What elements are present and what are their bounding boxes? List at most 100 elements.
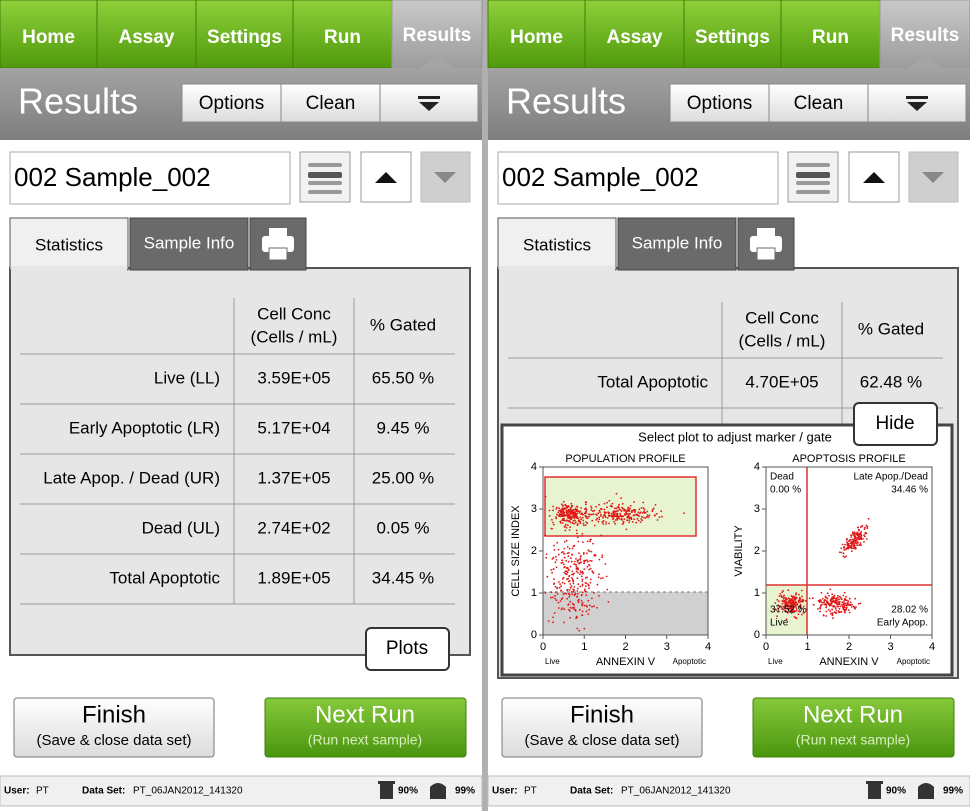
nav-tab-label[interactable]: Run bbox=[812, 27, 849, 48]
next-run-label[interactable]: Next Run bbox=[315, 701, 415, 728]
next-run-sub[interactable]: (Run next sample) bbox=[796, 732, 910, 748]
nav-tab-label[interactable]: Results bbox=[403, 25, 472, 46]
x-tick-label: 4 bbox=[705, 641, 711, 653]
event-dot bbox=[781, 602, 784, 605]
screen: Home Assay Settings Run Results Results Option… bbox=[0, 0, 483, 811]
event-dot bbox=[620, 518, 623, 520]
next-run-button[interactable] bbox=[752, 697, 955, 758]
tab-label[interactable]: Sample Info bbox=[632, 233, 723, 252]
event-dot bbox=[545, 556, 548, 559]
tab-active[interactable] bbox=[497, 217, 617, 271]
event-dot bbox=[596, 606, 598, 609]
nav-tab-label[interactable]: Home bbox=[22, 27, 75, 48]
toggle-button-label[interactable]: Hide bbox=[875, 413, 914, 434]
event-dot bbox=[572, 545, 575, 548]
next-run-sub[interactable]: (Run next sample) bbox=[308, 732, 422, 748]
event-dot bbox=[783, 600, 786, 602]
event-dot bbox=[790, 609, 792, 612]
tab-label[interactable]: Sample Info bbox=[144, 233, 235, 252]
event-dot bbox=[843, 591, 846, 594]
toggle-button[interactable] bbox=[365, 627, 450, 671]
tab-active[interactable] bbox=[9, 217, 129, 271]
event-dot bbox=[797, 613, 800, 616]
event-dot bbox=[562, 511, 564, 514]
toolbar-button[interactable] bbox=[669, 83, 770, 123]
toggle-button[interactable] bbox=[853, 402, 938, 446]
sample-field[interactable] bbox=[9, 151, 291, 205]
event-dot bbox=[574, 513, 577, 516]
nav-tab[interactable]: Run bbox=[780, 0, 881, 69]
finish-button[interactable] bbox=[13, 697, 215, 758]
tab[interactable] bbox=[617, 217, 737, 271]
toolbar-button-label[interactable]: Options bbox=[199, 93, 264, 114]
plot[interactable]: POPULATION PROFILE 0 1 2 3 4 0 1 2 3 4 CELL SIZE IN… bbox=[510, 453, 711, 668]
event-dot bbox=[577, 517, 579, 520]
finish-sub[interactable]: (Save & close data set) bbox=[524, 732, 679, 749]
nav-tab[interactable]: Settings bbox=[195, 0, 294, 69]
toolbar-button-label[interactable]: Options bbox=[687, 93, 752, 114]
nav-tab[interactable]: Assay bbox=[96, 0, 197, 69]
plot[interactable]: Dead 0.00 % Late Apop./Dead 34.46 % 37.52 % L… bbox=[733, 453, 935, 668]
next-run-label[interactable]: Next Run bbox=[803, 701, 903, 728]
event-dot bbox=[626, 519, 629, 522]
nav-tab[interactable]: Assay bbox=[584, 0, 685, 69]
event-dot bbox=[819, 610, 821, 613]
event-dot bbox=[860, 544, 862, 547]
event-dot bbox=[580, 600, 583, 602]
event-dot bbox=[866, 527, 869, 530]
tab-label[interactable]: Statistics bbox=[35, 235, 103, 254]
event-dot bbox=[777, 607, 779, 610]
nav-tab-label[interactable]: Results bbox=[891, 25, 960, 46]
event-dot bbox=[683, 512, 685, 514]
finish-button[interactable] bbox=[501, 697, 703, 758]
next-run-button[interactable] bbox=[264, 697, 467, 758]
event-dot bbox=[574, 511, 576, 514]
event-dot bbox=[564, 519, 566, 522]
event-dot bbox=[563, 517, 566, 520]
nav-tab[interactable]: Results bbox=[879, 0, 970, 69]
event-dot bbox=[597, 512, 600, 515]
table-header: Cell Conc bbox=[257, 304, 331, 323]
nav-tab-label[interactable]: Assay bbox=[119, 27, 175, 48]
event-dot bbox=[646, 510, 649, 513]
event-dot bbox=[618, 508, 621, 511]
toggle-button-label[interactable]: Plots bbox=[386, 638, 428, 659]
event-dot bbox=[640, 518, 643, 520]
finish-label[interactable]: Finish bbox=[570, 701, 634, 728]
nav-tab-label[interactable]: Settings bbox=[695, 27, 770, 48]
event-dot bbox=[580, 507, 582, 509]
previous-button[interactable] bbox=[848, 151, 900, 203]
event-dot bbox=[785, 618, 788, 620]
nav-tab-label[interactable]: Settings bbox=[207, 27, 282, 48]
nav-tab[interactable]: Results bbox=[391, 0, 483, 69]
nav-tab[interactable]: Run bbox=[292, 0, 393, 69]
nav-tab[interactable]: Settings bbox=[683, 0, 782, 69]
event-dot bbox=[598, 503, 600, 506]
y-tick-label: 4 bbox=[531, 461, 537, 473]
finish-label[interactable]: Finish bbox=[82, 701, 146, 728]
nav-tab-label[interactable]: Run bbox=[324, 27, 361, 48]
toolbar-button-label[interactable]: Clean bbox=[306, 93, 356, 114]
event-dot bbox=[644, 517, 647, 519]
sample-field[interactable] bbox=[497, 151, 779, 205]
event-dot bbox=[791, 595, 793, 598]
event-dot bbox=[550, 596, 552, 599]
toolbar-button[interactable] bbox=[280, 83, 381, 123]
tab-label[interactable]: Statistics bbox=[523, 235, 591, 254]
tab[interactable] bbox=[129, 217, 249, 271]
nav-tab[interactable]: Home bbox=[0, 0, 98, 69]
event-dot bbox=[565, 539, 568, 542]
nav-tab-label[interactable]: Assay bbox=[607, 27, 663, 48]
finish-sub[interactable]: (Save & close data set) bbox=[36, 732, 191, 749]
event-dot bbox=[599, 511, 601, 514]
nav-tab-label[interactable]: Home bbox=[510, 27, 563, 48]
toolbar-button-label[interactable]: Clean bbox=[794, 93, 844, 114]
x-axis-right-label: Apoptotic bbox=[897, 657, 930, 666]
event-dot bbox=[627, 515, 630, 518]
event-dot bbox=[856, 534, 859, 537]
event-dot bbox=[615, 492, 618, 495]
row-label: Live (LL) bbox=[154, 368, 220, 387]
event-dot bbox=[782, 590, 784, 592]
event-dot bbox=[622, 507, 624, 510]
nav-tab[interactable]: Home bbox=[487, 0, 586, 69]
